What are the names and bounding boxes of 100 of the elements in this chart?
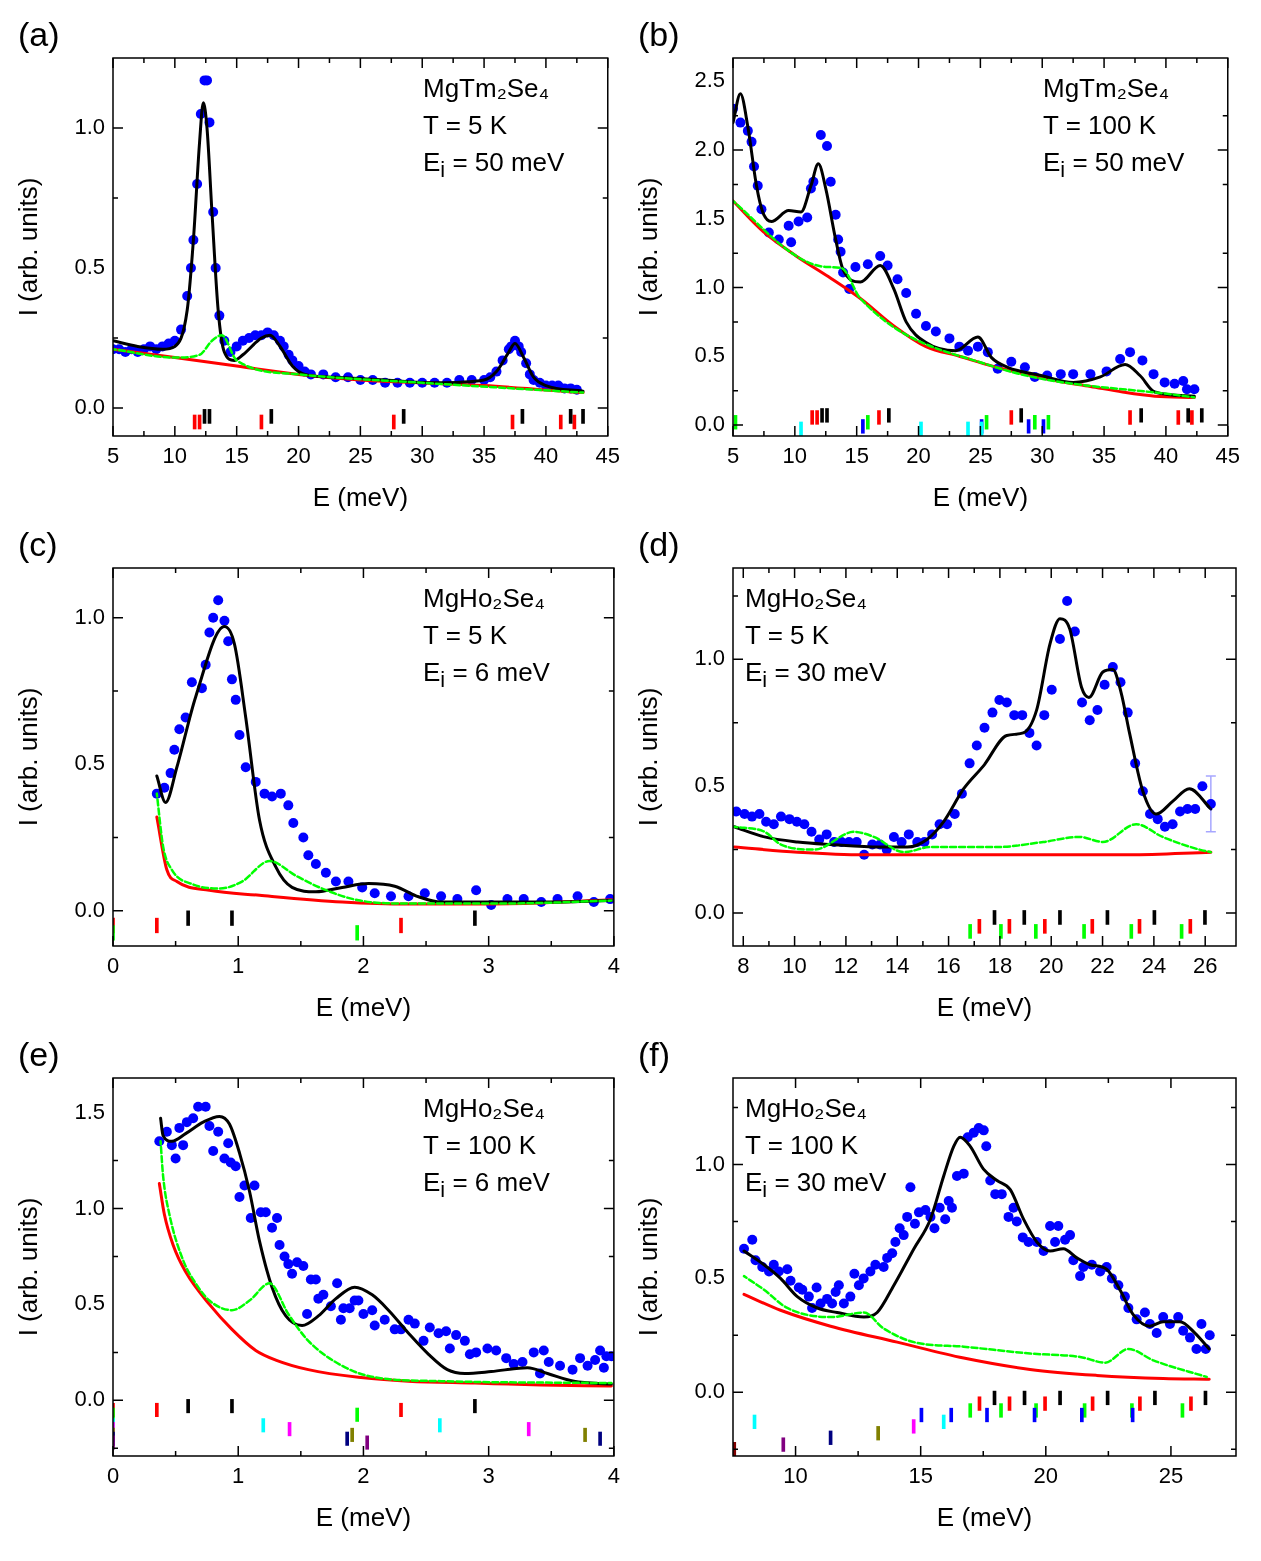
x-tick-label: 18	[987, 953, 1013, 979]
x-axis-title: E (meV)	[315, 991, 412, 1022]
annotation: T = 100 K	[423, 1129, 537, 1162]
x-tick-label: 40	[533, 443, 559, 469]
chart-title: (a)	[18, 14, 60, 54]
y-tick-label: 1.0	[694, 645, 725, 671]
y-axis-title: I (arb. units)	[12, 1197, 43, 1337]
x-tick-label: 25	[348, 443, 373, 469]
y-tick-label: 1.0	[74, 603, 105, 629]
annotation: MgHo₂Se₄	[745, 1092, 868, 1125]
y-tick-label: 0.5	[74, 254, 105, 280]
x-tick-label: 45	[595, 443, 621, 469]
chart-title: (b)	[638, 14, 680, 54]
annotation: MgHo₂Se₄	[745, 582, 868, 615]
x-tick-label: 25	[968, 443, 993, 469]
annotation: E$_{i}$ = 30 meV	[745, 656, 887, 695]
chart-title: (c)	[18, 524, 58, 564]
x-tick-label: 10	[162, 443, 188, 469]
y-tick-label: 1.5	[694, 204, 725, 230]
x-tick-label: 1	[232, 1463, 245, 1489]
x-axis-title: E (meV)	[312, 481, 409, 512]
x-tick-label: 5	[726, 443, 740, 469]
chart-title: (d)	[638, 524, 680, 564]
x-tick-label: 4	[607, 1463, 621, 1489]
annotation: T = 5 K	[745, 619, 831, 652]
x-tick-label: 5	[106, 443, 120, 469]
y-tick-label: 0.5	[694, 342, 725, 368]
annotation: MgHo₂Se₄	[423, 582, 546, 615]
x-tick-label: 2	[357, 1463, 370, 1489]
annotation: MgHo₂Se₄	[423, 1092, 546, 1125]
x-tick-label: 1	[232, 953, 245, 979]
y-axis-title: I (arb. units)	[632, 177, 663, 317]
y-tick-label: 1.0	[74, 1194, 105, 1220]
x-tick-label: 4	[607, 953, 621, 979]
y-axis-title: I (arb. units)	[12, 177, 43, 317]
x-tick-label: 24	[1141, 953, 1167, 979]
x-tick-label: 20	[1038, 953, 1064, 979]
x-tick-label: 15	[224, 443, 249, 469]
x-tick-label: 30	[409, 443, 435, 469]
x-tick-label: 30	[1029, 443, 1055, 469]
annotation: MgTm₂Se₄	[423, 72, 551, 105]
y-tick-label: 0.0	[74, 394, 105, 420]
x-tick-label: 10	[783, 1463, 808, 1489]
y-tick-label: 0.0	[74, 896, 105, 922]
x-tick-label: 45	[1215, 443, 1241, 469]
y-axis-title: I (arb. units)	[632, 687, 663, 827]
x-tick-label: 10	[782, 443, 808, 469]
x-axis-title: E (meV)	[936, 1501, 1033, 1532]
annotation: T = 5 K	[423, 619, 509, 652]
y-tick-label: 0.5	[694, 772, 725, 798]
annotation: T = 100 K	[745, 1129, 859, 1162]
x-tick-label: 0	[106, 1463, 120, 1489]
annotation: T = 5 K	[423, 109, 509, 142]
x-tick-label: 20	[906, 443, 931, 469]
annotation: E$_{i}$ = 50 meV	[1043, 146, 1185, 185]
annotation: T = 100 K	[1043, 109, 1157, 142]
y-axis-title: I (arb. units)	[632, 1197, 663, 1337]
annotation: E$_{i}$ = 50 meV	[423, 146, 565, 185]
x-axis-title: E (meV)	[315, 1501, 412, 1532]
x-tick-label: 16	[936, 953, 961, 979]
x-tick-label: 25	[1158, 1463, 1184, 1489]
y-tick-label: 0.0	[694, 899, 725, 925]
y-tick-label: 0.5	[694, 1264, 725, 1290]
x-tick-label: 10	[782, 953, 807, 979]
x-tick-label: 3	[482, 1463, 495, 1489]
x-tick-label: 40	[1153, 443, 1179, 469]
y-tick-label: 0.5	[74, 750, 105, 776]
y-axis-title: I (arb. units)	[12, 687, 43, 827]
x-tick-label: 15	[844, 443, 869, 469]
chart-title: (e)	[18, 1034, 60, 1074]
x-tick-label: 35	[471, 443, 497, 469]
x-tick-label: 12	[833, 953, 859, 979]
x-tick-label: 8	[737, 953, 750, 979]
annotation: E$_{i}$ = 30 meV	[745, 1166, 887, 1205]
annotation: E$_{i}$ = 6 meV	[423, 656, 550, 695]
y-tick-label: 1.0	[74, 114, 105, 140]
x-axis-title: E (meV)	[936, 991, 1033, 1022]
x-tick-label: 20	[1033, 1463, 1059, 1489]
y-tick-label: 0.0	[74, 1386, 105, 1412]
y-tick-label: 1.0	[694, 273, 725, 299]
x-tick-label: 3	[482, 953, 495, 979]
y-tick-label: 2.5	[694, 67, 725, 93]
y-tick-label: 2.0	[694, 136, 725, 162]
annotation: E$_{i}$ = 6 meV	[423, 1166, 550, 1205]
x-tick-label: 20	[286, 443, 311, 469]
x-tick-label: 26	[1192, 953, 1218, 979]
y-tick-label: 1.5	[74, 1098, 105, 1124]
x-tick-label: 0	[106, 953, 120, 979]
x-tick-label: 2	[357, 953, 370, 979]
x-tick-label: 14	[885, 953, 910, 979]
x-tick-label: 35	[1091, 443, 1117, 469]
annotation: MgTm₂Se₄	[1043, 72, 1171, 105]
y-tick-label: 0.0	[694, 411, 725, 437]
x-tick-label: 22	[1090, 953, 1115, 979]
chart-title: (f)	[638, 1034, 671, 1074]
y-tick-label: 0.5	[74, 1290, 105, 1316]
y-tick-label: 1.0	[694, 1150, 725, 1176]
y-tick-label: 0.0	[694, 1378, 725, 1404]
x-tick-label: 15	[908, 1463, 933, 1489]
x-axis-title: E (meV)	[932, 481, 1029, 512]
